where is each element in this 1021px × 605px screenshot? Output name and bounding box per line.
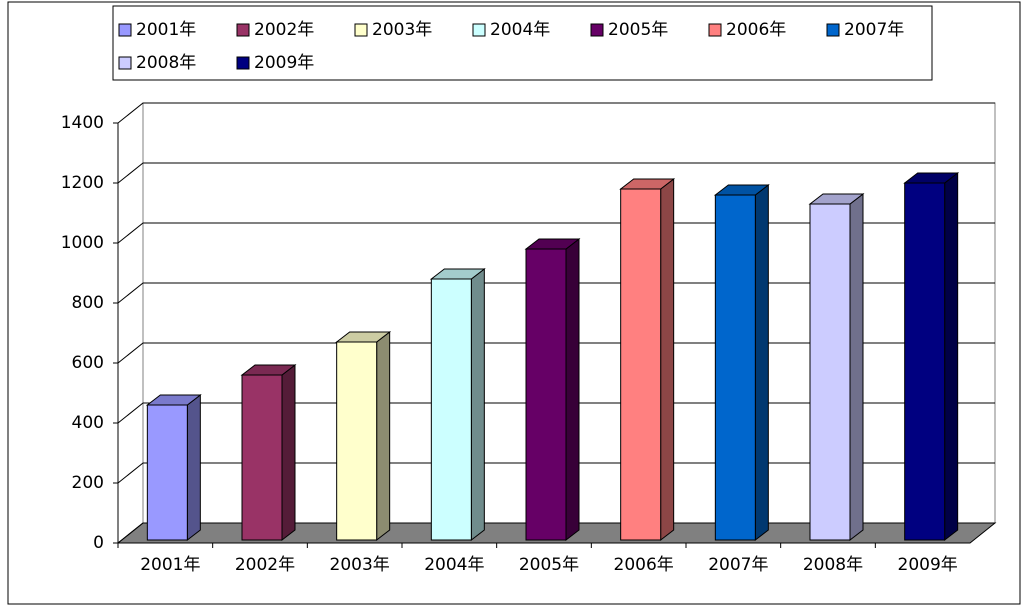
bar-side <box>470 267 485 542</box>
bar-side <box>754 183 769 542</box>
x-tick-label: 2002年 <box>235 555 295 575</box>
legend-label: 2003年 <box>372 20 432 40</box>
legend-label: 2005年 <box>608 20 668 40</box>
legend-label: 2007年 <box>844 20 904 40</box>
y-tick-label: 0 <box>93 533 104 553</box>
bar <box>146 404 188 541</box>
y-tick-label: 400 <box>72 413 104 433</box>
x-tick-label: 2001年 <box>140 555 200 575</box>
bar-side <box>376 330 391 542</box>
y-tick-label: 600 <box>72 353 104 373</box>
x-tick-label: 2003年 <box>330 555 390 575</box>
bar <box>904 182 946 541</box>
bar-side <box>281 363 296 542</box>
legend-label: 2002年 <box>254 20 314 40</box>
x-tick-label: 2006年 <box>614 555 674 575</box>
bar <box>336 341 378 541</box>
grid-line <box>117 162 995 184</box>
legend-box <box>112 5 933 81</box>
grid-line <box>117 402 995 424</box>
y-tick-label: 200 <box>72 473 104 493</box>
bar <box>430 278 472 541</box>
x-tick-label: 2008年 <box>803 555 863 575</box>
y-tick-label: 800 <box>72 293 104 313</box>
legend-label: 2001年 <box>136 20 196 40</box>
legend-swatch <box>472 23 486 37</box>
legend-label: 2009年 <box>254 53 314 73</box>
bar-side <box>186 393 201 542</box>
x-tick-label: 2005年 <box>519 555 579 575</box>
legend-swatch <box>118 23 132 37</box>
legend-label: 2008年 <box>136 53 196 73</box>
legend-swatch <box>354 23 368 37</box>
legend-swatch <box>708 23 722 37</box>
grid-line <box>117 222 995 244</box>
grid-line <box>117 462 995 484</box>
legend-swatch <box>236 23 250 37</box>
bar <box>714 194 756 541</box>
legend-swatch <box>826 23 840 37</box>
bar <box>809 203 851 541</box>
grid-line <box>117 522 995 544</box>
legend-swatch <box>118 56 132 70</box>
legend-label: 2004年 <box>490 20 550 40</box>
grid-line <box>117 102 995 124</box>
grid-line <box>117 282 995 304</box>
y-tick-label: 1400 <box>61 113 104 133</box>
x-tick-label: 2009年 <box>898 555 958 575</box>
bar-side <box>944 171 959 542</box>
x-tick-label: 2007年 <box>708 555 768 575</box>
legend-swatch <box>590 23 604 37</box>
bar-side <box>849 192 864 542</box>
bar-side <box>660 177 675 542</box>
y-tick-label: 1000 <box>61 233 104 253</box>
bar <box>525 248 567 541</box>
legend-label: 2006年 <box>726 20 786 40</box>
grid-line <box>117 342 995 364</box>
legend-swatch <box>236 56 250 70</box>
y-tick-label: 1200 <box>61 173 104 193</box>
bar <box>620 188 662 541</box>
x-tick-label: 2004年 <box>424 555 484 575</box>
bar <box>241 374 283 541</box>
bar-side <box>565 237 580 542</box>
